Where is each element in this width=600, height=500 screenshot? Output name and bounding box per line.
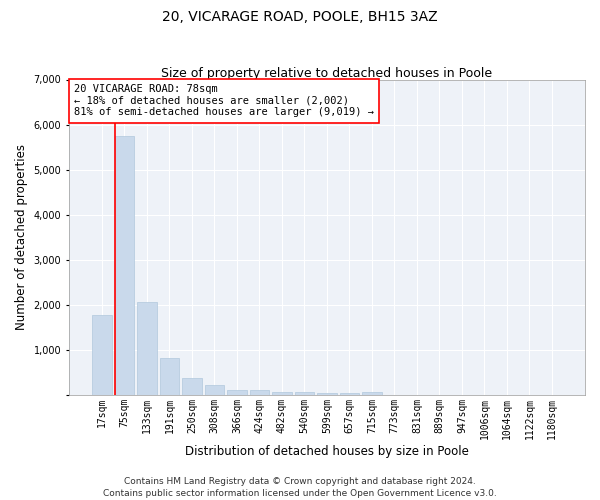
Text: 20 VICARAGE ROAD: 78sqm
← 18% of detached houses are smaller (2,002)
81% of semi: 20 VICARAGE ROAD: 78sqm ← 18% of detache… [74,84,374,117]
Bar [137,302,157,395]
Text: Contains HM Land Registry data © Crown copyright and database right 2024.
Contai: Contains HM Land Registry data © Crown c… [103,476,497,498]
Text: 20, VICARAGE ROAD, POOLE, BH15 3AZ: 20, VICARAGE ROAD, POOLE, BH15 3AZ [162,10,438,24]
Bar [160,358,179,395]
X-axis label: Distribution of detached houses by size in Poole: Distribution of detached houses by size … [185,444,469,458]
Bar [295,392,314,395]
Bar [182,378,202,395]
Bar [317,392,337,395]
Bar [362,392,382,395]
Bar [250,390,269,395]
Title: Size of property relative to detached houses in Poole: Size of property relative to detached ho… [161,66,493,80]
Bar [205,384,224,395]
Bar [272,392,292,395]
Bar [92,315,112,395]
Bar [340,393,359,395]
Y-axis label: Number of detached properties: Number of detached properties [15,144,28,330]
Bar [227,390,247,395]
Bar [115,136,134,395]
